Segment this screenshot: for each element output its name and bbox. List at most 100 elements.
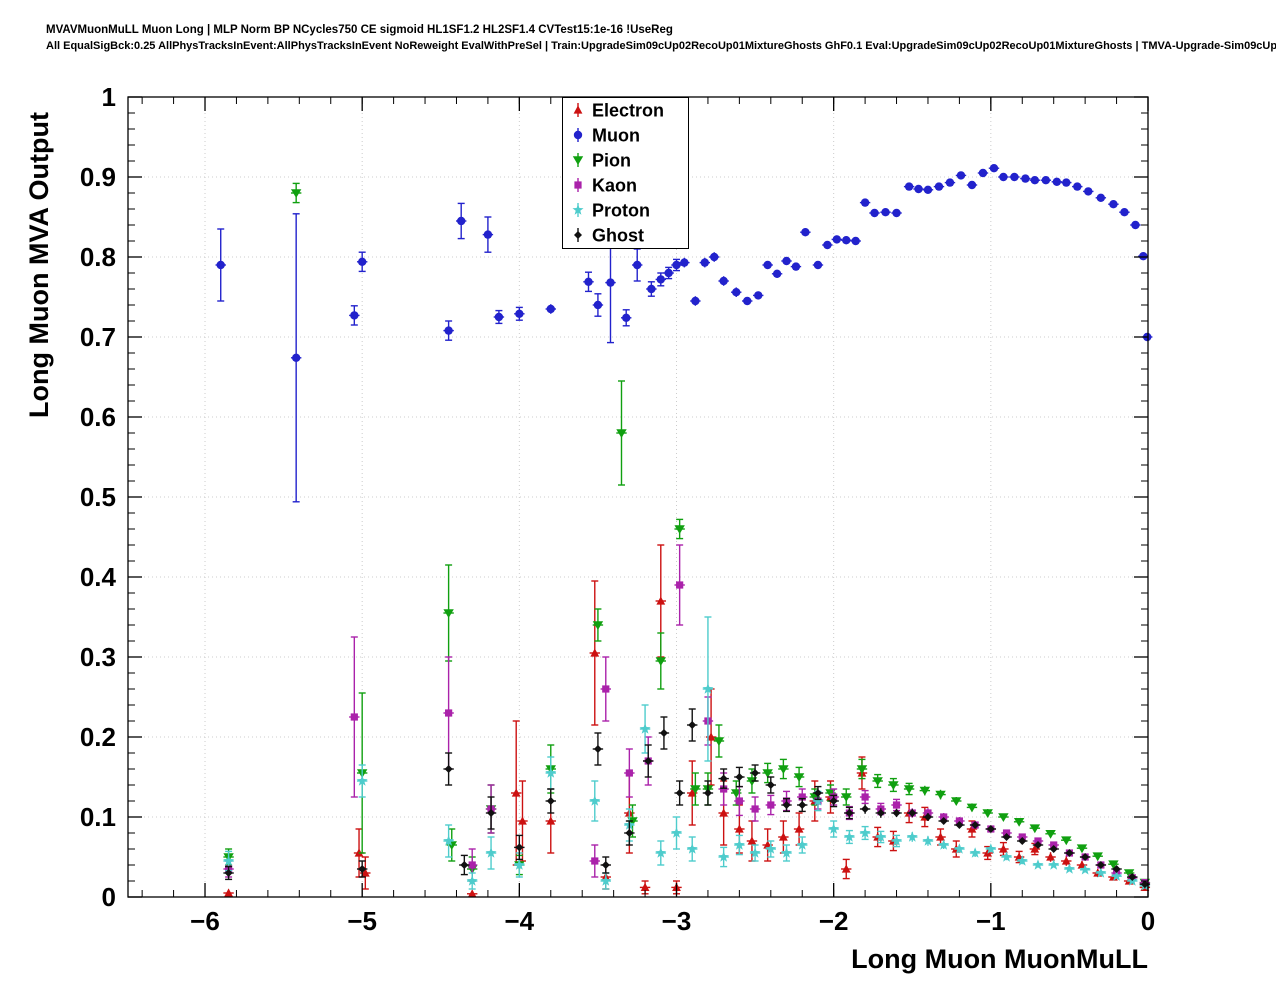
proton-marker [1001, 851, 1013, 862]
data-point [709, 252, 720, 262]
muon-marker [357, 257, 367, 266]
electron-marker [794, 824, 804, 833]
proton-marker [572, 204, 584, 215]
data-point [1083, 187, 1094, 196]
pion-marker [1123, 869, 1135, 878]
data-point [1139, 880, 1151, 889]
data-point [797, 797, 808, 813]
electron-marker [706, 732, 716, 741]
electron-marker [936, 832, 945, 841]
kaon-marker [955, 817, 964, 825]
pion-marker [1013, 818, 1025, 827]
muon-marker [622, 313, 631, 322]
proton-marker [985, 843, 997, 854]
data-point [600, 856, 611, 874]
pion-marker [762, 769, 773, 778]
kaon-marker [1018, 833, 1026, 841]
muon-marker [1041, 176, 1051, 185]
y-tick-label: 0.2 [80, 722, 116, 752]
ghost-marker [719, 774, 728, 783]
data-point [1048, 859, 1060, 870]
muon-marker [700, 258, 709, 267]
data-point [781, 797, 792, 813]
muon-marker [633, 260, 642, 270]
pion-marker [1029, 824, 1041, 834]
muon-marker [719, 276, 728, 286]
muon-marker [914, 184, 923, 194]
kaon-marker [591, 857, 599, 865]
data-point [1029, 824, 1041, 834]
data-point [215, 228, 226, 302]
data-point [969, 821, 981, 829]
data-point [1001, 833, 1012, 841]
data-point [951, 797, 962, 806]
proton-marker [891, 835, 903, 846]
proton-marker [702, 683, 714, 694]
pion-marker [856, 765, 868, 774]
electron-marker [687, 788, 697, 797]
kaon-marker [602, 685, 610, 693]
muon-marker [494, 312, 504, 322]
data-point [733, 834, 745, 856]
pion-marker [1076, 844, 1088, 854]
proton-marker [718, 851, 730, 862]
data-point [872, 773, 883, 789]
data-point [621, 309, 632, 327]
muon-marker [216, 260, 225, 270]
data-point [485, 796, 497, 830]
proton-marker [1016, 855, 1028, 866]
proton-marker [922, 835, 934, 846]
data-point [1119, 208, 1130, 217]
ghost-marker [1112, 865, 1121, 873]
data-point [859, 825, 871, 841]
data-point [1123, 869, 1135, 878]
muon-marker [904, 182, 914, 191]
muon-marker [763, 260, 772, 270]
pion-marker [951, 797, 962, 806]
muon-marker [672, 260, 681, 270]
x-tick-label: −4 [505, 906, 535, 936]
proton-marker [733, 839, 745, 850]
data-point [1032, 859, 1044, 870]
data-point [954, 821, 965, 829]
proton-marker [969, 847, 981, 858]
data-point [841, 858, 852, 880]
data-point [731, 287, 742, 297]
data-point [831, 235, 843, 244]
proton-marker [1032, 859, 1044, 870]
data-point [493, 309, 505, 325]
y-tick-label: 0.7 [80, 322, 116, 352]
pion-marker [443, 609, 454, 618]
data-point [903, 782, 915, 796]
data-point [771, 269, 783, 278]
legend-item-kaon: Kaon [574, 176, 637, 196]
data-point [742, 296, 753, 306]
data-point [1009, 172, 1020, 182]
ghost-marker [675, 789, 684, 797]
proton-marker [1111, 870, 1123, 881]
muon-marker [1120, 208, 1129, 217]
muon-marker [664, 268, 673, 278]
data-point [955, 171, 967, 180]
data-point [1095, 867, 1107, 878]
ghost-marker [444, 765, 453, 773]
data-point [966, 180, 978, 190]
data-point [966, 803, 978, 813]
data-point [510, 720, 522, 866]
proton-marker [670, 827, 683, 838]
legend-box [562, 97, 689, 249]
proton-marker [655, 847, 667, 858]
y-tick-label: 0.1 [80, 802, 116, 832]
ghost-marker [601, 861, 610, 869]
muon-marker [967, 180, 977, 190]
electron-marker [518, 816, 527, 825]
electron-marker [640, 882, 650, 891]
data-point [1111, 870, 1123, 881]
muon-marker [1062, 178, 1071, 187]
pion-marker [966, 803, 978, 813]
data-point [718, 846, 730, 868]
muon-marker [870, 208, 879, 218]
data-point [1072, 182, 1083, 191]
data-point [1076, 844, 1088, 854]
data-point [699, 257, 710, 268]
